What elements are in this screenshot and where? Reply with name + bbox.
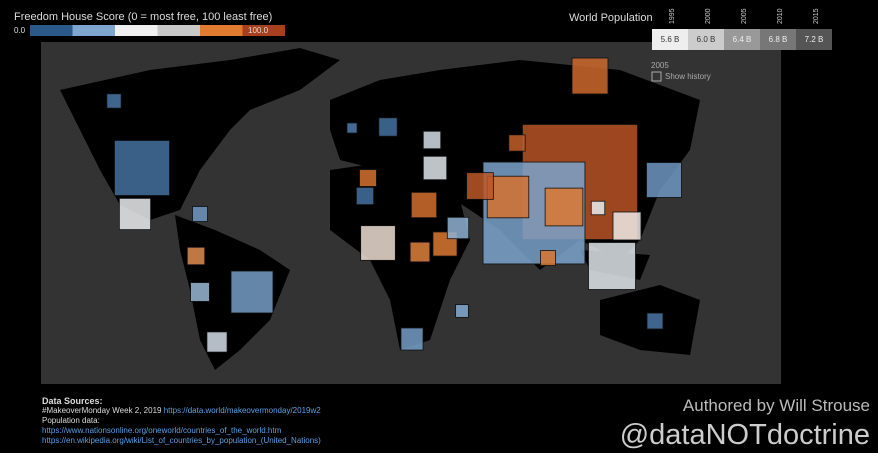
year-label[interactable]: 2010 [777, 8, 784, 24]
sources-line: #MakeoverMonday Week 2, 2019 https://dat… [42, 406, 321, 416]
legend-swatch [115, 25, 158, 36]
country-square[interactable] [360, 225, 396, 261]
source-link[interactable]: https://www.nationsonline.org/oneworld/c… [42, 426, 282, 435]
population-slider[interactable]: 1995 5.6 B 2000 6.0 B 2005 6.4 B 2010 6.8 B 2015… [652, 8, 832, 50]
year-label[interactable]: 2005 [741, 8, 748, 24]
country-square[interactable] [540, 250, 556, 266]
year-cell[interactable] [652, 29, 688, 50]
country-square[interactable] [230, 270, 274, 314]
country-square[interactable] [646, 162, 682, 198]
history-label[interactable]: Show history [665, 72, 711, 81]
country-square[interactable] [446, 216, 470, 240]
country-square[interactable] [206, 331, 228, 353]
population-label[interactable]: 6.8 B [769, 35, 788, 44]
country-square[interactable] [571, 57, 609, 95]
country-square[interactable] [114, 140, 170, 196]
country-square[interactable] [612, 211, 642, 241]
year-cell[interactable] [796, 29, 832, 50]
country-square[interactable] [422, 130, 442, 150]
history-year: 2005 [651, 61, 669, 70]
population-label[interactable]: 7.2 B [805, 35, 824, 44]
legend-swatch [72, 25, 115, 36]
country-square[interactable] [359, 169, 377, 187]
legend-min-label: 0.0 [14, 26, 26, 35]
country-square[interactable] [508, 134, 526, 152]
year-cell[interactable] [688, 29, 724, 50]
handle: @dataNOTdoctrine [620, 419, 870, 451]
source-link[interactable]: https://data.world/makeovermonday/2019w2 [163, 406, 321, 415]
population-label[interactable]: 6.0 B [697, 35, 716, 44]
country-square[interactable] [410, 191, 438, 219]
country-square[interactable] [422, 155, 448, 181]
country-square[interactable] [466, 172, 494, 200]
country-square[interactable] [400, 327, 424, 351]
country-square[interactable] [588, 242, 636, 290]
population-label[interactable]: 6.4 B [733, 35, 752, 44]
legend-swatch [30, 25, 73, 36]
country-square[interactable] [346, 122, 358, 134]
country-square[interactable] [378, 117, 398, 137]
color-legend [30, 25, 285, 36]
country-square[interactable] [455, 304, 469, 318]
year-cell[interactable] [724, 29, 760, 50]
legend-max-label: 100.0 [248, 26, 269, 35]
sources-heading: Data Sources: [42, 396, 103, 406]
country-square[interactable] [106, 93, 122, 109]
country-square[interactable] [356, 187, 374, 205]
source-text: #MakeoverMonday Week 2, 2019 [42, 406, 162, 415]
country-square[interactable] [190, 282, 210, 302]
legend-swatch [242, 25, 285, 36]
sources: Data Sources: #MakeoverMonday Week 2, 20… [42, 396, 321, 446]
source-text: Population data: [42, 416, 100, 425]
year-label[interactable]: 2015 [813, 8, 820, 24]
source-link[interactable]: https://en.wikipedia.org/wiki/List_of_co… [42, 436, 321, 445]
year-cell[interactable] [760, 29, 796, 50]
country-square[interactable] [118, 197, 152, 231]
country-square[interactable] [192, 206, 208, 222]
country-square[interactable] [186, 246, 206, 266]
legend-swatch [157, 25, 200, 36]
country-square[interactable] [590, 200, 606, 216]
year-label[interactable]: 2000 [705, 8, 712, 24]
legend-title: Freedom House Score (0 = most free, 100 … [14, 11, 272, 23]
history-checkbox[interactable] [651, 71, 662, 82]
year-label[interactable]: 1995 [669, 8, 676, 24]
country-square[interactable] [409, 241, 431, 263]
legend-swatch [200, 25, 243, 36]
country-square[interactable] [646, 312, 664, 330]
country-square[interactable] [544, 187, 584, 227]
population-title: World Population [569, 12, 653, 24]
population-label[interactable]: 5.6 B [661, 35, 680, 44]
author: Authored by Will Strouse [683, 396, 870, 415]
country-squares [106, 57, 682, 353]
